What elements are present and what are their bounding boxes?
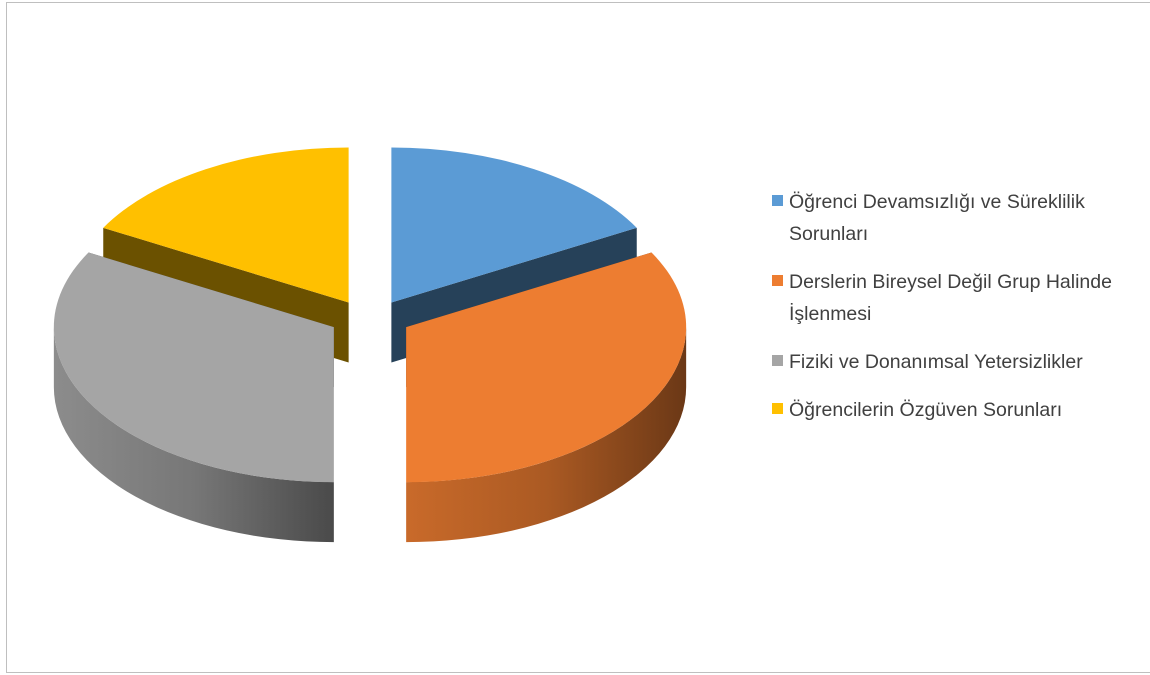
pie-slice-top	[391, 147, 637, 303]
legend-item: Fiziki ve Donanımsal Yetersizlikler	[772, 346, 1147, 378]
pie-slice-wall	[53, 327, 334, 543]
legend-swatch	[772, 275, 783, 286]
legend-label: Derslerin Bireysel Değil Grup Halinde İş…	[789, 271, 1112, 325]
legend-item: Öğrencilerin Özgüven Sorunları	[772, 394, 1147, 426]
legend-label: Öğrencilerin Özgüven Sorunları	[789, 399, 1063, 421]
pie-slice-top	[103, 147, 349, 303]
legend-label: Öğrenci Devamsızlığı ve Süreklilik Sorun…	[789, 191, 1085, 245]
legend-swatch	[772, 403, 783, 414]
pie-slice-top	[406, 252, 687, 483]
legend-swatch	[772, 355, 783, 366]
legend-swatch	[772, 195, 783, 206]
legend-item: Derslerin Bireysel Değil Grup Halinde İş…	[772, 266, 1147, 330]
pie-slice-wall	[406, 327, 687, 543]
pie-slice	[406, 252, 687, 543]
legend: Öğrenci Devamsızlığı ve Süreklilik Sorun…	[772, 186, 1147, 442]
pie-slice-top	[53, 252, 334, 483]
legend-label: Fiziki ve Donanımsal Yetersizlikler	[789, 351, 1083, 373]
pie-slice	[53, 252, 334, 543]
legend-item: Öğrenci Devamsızlığı ve Süreklilik Sorun…	[772, 186, 1147, 250]
